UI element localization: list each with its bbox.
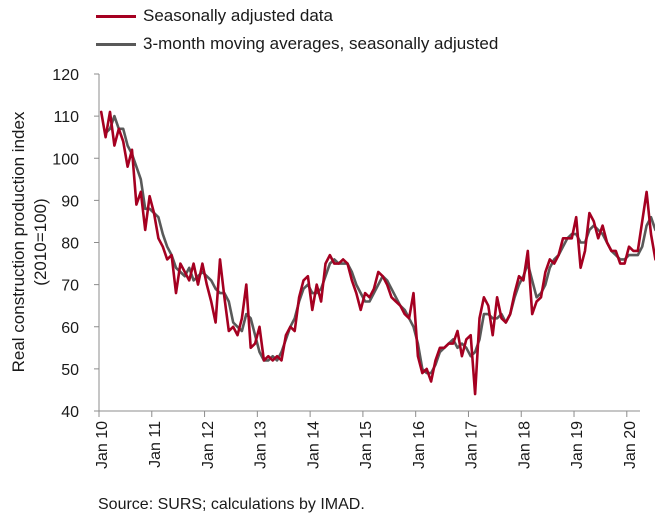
y-axis-title-line1: Real construction production index xyxy=(9,111,28,372)
series-lines xyxy=(99,110,655,396)
legend-swatch-moving-average xyxy=(96,42,136,46)
x-tick-labels: Jan 10 Jan 11 Jan 12 Jan 13 Jan 14 Jan 15 Jan … xyxy=(94,411,639,469)
x-tick-label: Jan 14 xyxy=(305,421,322,469)
chart-axes xyxy=(98,74,640,412)
x-tick-label: Jan 12 xyxy=(200,421,217,469)
x-tick-label: Jan 17 xyxy=(464,421,481,469)
legend-item-moving-average: 3-month moving averages, seasonally adju… xyxy=(96,30,498,58)
legend-item-seasonally-adjusted: Seasonally adjusted data xyxy=(96,2,498,30)
y-tick-label: 90 xyxy=(61,193,79,210)
x-tick-label: Jan 10 xyxy=(94,421,111,469)
x-tick-label: Jan 11 xyxy=(147,421,164,468)
x-tick-label: Jan 15 xyxy=(358,421,375,469)
y-tick-labels: 40 50 60 70 80 90 100 110 120 xyxy=(52,67,99,421)
legend-label-seasonally-adjusted: Seasonally adjusted data xyxy=(143,6,333,25)
series-line-seasonally-adjusted-data xyxy=(99,110,655,396)
series-line-3-month-moving-averages-seasonally-adjusted xyxy=(104,114,655,375)
y-tick-label: 80 xyxy=(61,236,79,253)
y-tick-label: 110 xyxy=(53,109,79,126)
y-tick-label: 100 xyxy=(52,151,79,168)
legend-label-moving-average: 3-month moving averages, seasonally adju… xyxy=(143,34,499,53)
x-tick-label: Jan 20 xyxy=(622,421,639,469)
x-tick-label: Jan 16 xyxy=(411,421,428,469)
y-tick-label: 50 xyxy=(61,362,79,379)
y-tick-label: 120 xyxy=(52,67,79,84)
legend-swatch-seasonally-adjusted xyxy=(96,14,136,18)
source-note: Source: SURS; calculations by IMAD. xyxy=(98,496,365,513)
y-tick-label: 40 xyxy=(61,404,79,421)
y-tick-label: 70 xyxy=(61,278,79,295)
x-tick-label: Jan 18 xyxy=(516,421,533,469)
y-axis-title-line2: (2010=100) xyxy=(31,198,50,285)
x-tick-label: Jan 13 xyxy=(253,421,270,469)
x-tick-label: Jan 19 xyxy=(569,421,586,469)
legend: Seasonally adjusted data 3-month moving … xyxy=(96,2,498,58)
y-tick-label: 60 xyxy=(61,320,79,337)
